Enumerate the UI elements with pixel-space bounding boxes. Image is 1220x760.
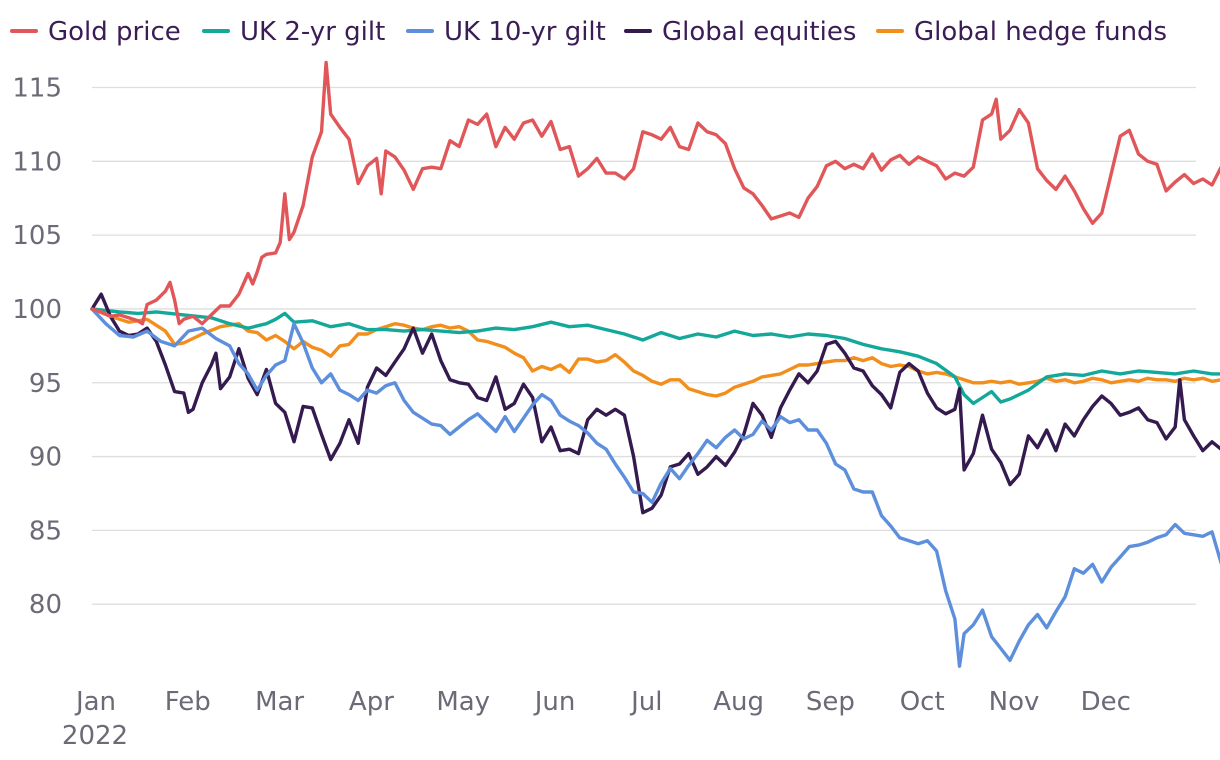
legend-item-gold-price: Gold price — [10, 17, 181, 47]
x-axis: 2022 Jan Feb Mar Apr May Jun Jul Aug Sep Oct Nov De… — [62, 687, 1131, 751]
series-line-global-equities — [90, 292, 1220, 515]
x-tick-label-jul: Jul — [629, 687, 662, 717]
y-tick-label-105: 105 — [12, 221, 62, 251]
gridlines — [92, 86, 1196, 605]
x-tick-label-jun: Jun — [533, 687, 576, 717]
legend-label-global-equities: Global equities — [662, 17, 856, 47]
y-tick-label-100: 100 — [12, 295, 62, 325]
legend-label-gold-price: Gold price — [48, 17, 181, 47]
y-tick-label-85: 85 — [29, 516, 62, 546]
x-tick-label-oct: Oct — [900, 687, 945, 717]
y-tick-label-110: 110 — [12, 147, 62, 177]
x-tick-label-apr: Apr — [349, 687, 394, 717]
series-line-uk-10-yr-gilt — [90, 307, 1220, 668]
y-tick-label-95: 95 — [29, 369, 62, 399]
legend: Gold price UK 2-yr gilt UK 10-yr gilt Gl… — [10, 17, 1167, 47]
series-line-uk-2-yr-gilt — [90, 307, 1220, 406]
legend-item-global-hedge-funds: Global hedge funds — [876, 17, 1167, 47]
legend-item-global-equities: Global equities — [624, 17, 856, 47]
x-tick-label-nov: Nov — [989, 687, 1040, 717]
x-tick-label-jan: Jan — [74, 687, 116, 717]
y-tick-label-90: 90 — [29, 443, 62, 473]
legend-label-uk-2yr-gilt: UK 2-yr gilt — [240, 17, 385, 47]
legend-item-uk-2yr-gilt: UK 2-yr gilt — [202, 17, 385, 47]
x-tick-label-dec: Dec — [1081, 687, 1131, 717]
legend-label-global-hedge-funds: Global hedge funds — [914, 17, 1167, 47]
x-tick-label-feb: Feb — [165, 687, 211, 717]
y-axis: 80 85 90 95 100 105 110 115 — [12, 74, 62, 621]
series-lines — [90, 60, 1220, 668]
series-line-global-hedge-funds — [90, 307, 1220, 398]
x-tick-label-sep: Sep — [806, 687, 855, 717]
x-axis-year-label: 2022 — [62, 721, 128, 751]
series-line-gold-price — [90, 60, 1220, 326]
x-tick-label-mar: Mar — [255, 687, 304, 717]
legend-item-uk-10yr-gilt: UK 10-yr gilt — [406, 17, 606, 47]
x-tick-label-aug: Aug — [713, 687, 764, 717]
y-tick-label-80: 80 — [29, 590, 62, 620]
y-tick-label-115: 115 — [12, 74, 62, 104]
legend-label-uk-10yr-gilt: UK 10-yr gilt — [444, 17, 606, 47]
x-tick-label-may: May — [436, 687, 490, 717]
